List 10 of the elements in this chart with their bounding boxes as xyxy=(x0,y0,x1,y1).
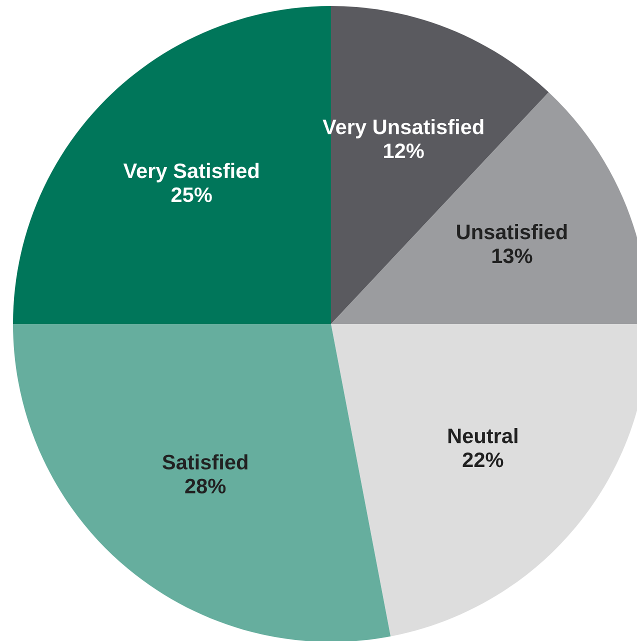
data-label: 28% xyxy=(185,478,226,494)
data-label: 25% xyxy=(171,187,212,202)
slice-label: Very Unsatisfied xyxy=(322,119,484,138)
data-label: 13% xyxy=(492,248,532,264)
data-label: 12% xyxy=(384,144,424,158)
slice-label: Neutral xyxy=(448,428,518,444)
slice-label: Unsatisfied xyxy=(457,224,567,240)
slice-label: Very Satisfied xyxy=(123,162,259,182)
data-label: 22% xyxy=(462,452,504,468)
slice-label: Satisfied xyxy=(162,454,248,470)
